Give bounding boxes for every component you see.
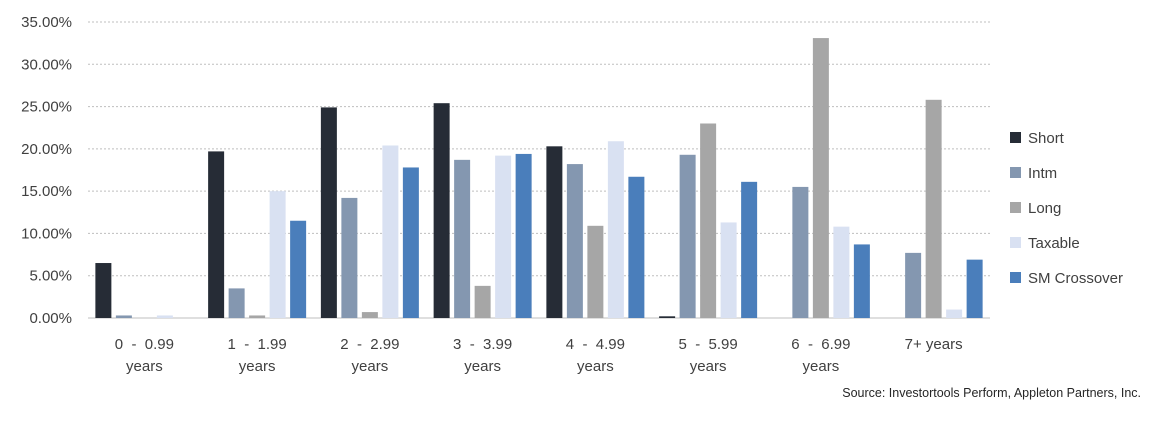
y-tick-label: 0.00% xyxy=(29,310,72,327)
bar-short xyxy=(546,146,563,318)
x-tick-label: 6 - 6.99 xyxy=(791,336,850,353)
x-tick-label: years xyxy=(126,358,163,375)
bar-sm-crossover xyxy=(853,244,870,318)
bar-taxable xyxy=(495,155,512,318)
y-tick-label: 30.00% xyxy=(21,56,72,73)
y-tick-label: 5.00% xyxy=(29,268,72,285)
x-tick-label: years xyxy=(464,358,501,375)
legend-swatch xyxy=(1010,132,1021,143)
x-tick-label: 2 - 2.99 xyxy=(340,336,399,353)
bar-taxable xyxy=(269,191,286,318)
legend-swatch xyxy=(1010,237,1021,248)
legend-label: Taxable xyxy=(1028,235,1080,252)
x-tick-label: 7+ years xyxy=(905,336,963,353)
bar-short xyxy=(659,316,676,318)
y-tick-label: 20.00% xyxy=(21,141,72,158)
x-tick-label: years xyxy=(352,358,389,375)
bar-intm xyxy=(905,252,922,318)
bar-intm xyxy=(115,315,132,318)
bar-long xyxy=(812,38,829,318)
legend-swatch xyxy=(1010,272,1021,283)
x-tick-label: years xyxy=(577,358,614,375)
legend-label: Long xyxy=(1028,200,1061,217)
bar-long xyxy=(700,123,717,318)
x-tick-label: years xyxy=(239,358,276,375)
bar-short xyxy=(320,107,337,318)
bar-taxable xyxy=(607,141,624,318)
bar-sm-crossover xyxy=(966,259,983,318)
bar-long xyxy=(925,99,942,318)
bar-intm xyxy=(228,288,245,318)
bar-taxable xyxy=(382,145,399,318)
x-tick-label: 3 - 3.99 xyxy=(453,336,512,353)
bar-sm-crossover xyxy=(741,181,758,318)
bar-long xyxy=(474,285,491,318)
legend-label: Intm xyxy=(1028,165,1057,182)
legend-label: SM Crossover xyxy=(1028,270,1123,287)
x-tick-label: years xyxy=(803,358,840,375)
bar-short xyxy=(95,263,112,318)
bar-long xyxy=(361,312,378,318)
bar-short xyxy=(433,103,450,318)
y-tick-label: 25.00% xyxy=(21,99,72,116)
legend-swatch xyxy=(1010,202,1021,213)
y-tick-label: 35.00% xyxy=(21,14,72,31)
bar-sm-crossover xyxy=(290,220,307,318)
bar-sm-crossover xyxy=(628,176,645,318)
bar-short xyxy=(208,151,225,318)
x-tick-label: 4 - 4.99 xyxy=(566,336,625,353)
bar-intm xyxy=(454,159,471,318)
bar-sm-crossover xyxy=(515,153,532,318)
y-tick-label: 15.00% xyxy=(21,183,72,200)
x-tick-label: years xyxy=(690,358,727,375)
bar-taxable xyxy=(833,226,850,318)
source-note: Source: Investortools Perform, Appleton … xyxy=(842,386,1141,400)
bar-long xyxy=(587,225,604,318)
bar-sm-crossover xyxy=(402,167,419,318)
bar-intm xyxy=(792,186,809,318)
bar-taxable xyxy=(720,222,737,318)
legend-swatch xyxy=(1010,167,1021,178)
bar-long xyxy=(249,315,266,318)
bar-intm xyxy=(679,154,696,318)
bar-intm xyxy=(341,197,358,318)
x-tick-label: 5 - 5.99 xyxy=(679,336,738,353)
bar-taxable xyxy=(156,315,173,318)
bar-intm xyxy=(566,164,583,318)
x-tick-label: 1 - 1.99 xyxy=(228,336,287,353)
x-tick-label: 0 - 0.99 xyxy=(115,336,174,353)
y-tick-label: 10.00% xyxy=(21,225,72,242)
bar-taxable xyxy=(946,309,963,318)
legend-label: Short xyxy=(1028,130,1065,147)
